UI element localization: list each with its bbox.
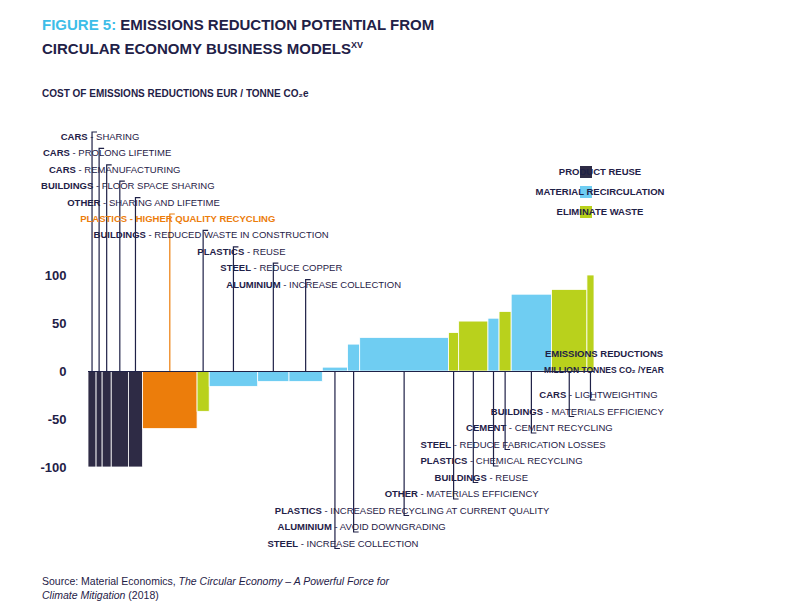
svg-text:BUILDINGS - FLOOR SPACE SHARIN: BUILDINGS - FLOOR SPACE SHARING [41, 180, 214, 191]
svg-text:CARS - PROLONG LIFETIME: CARS - PROLONG LIFETIME [43, 147, 171, 158]
svg-text:PLASTICS - INCREASED RECYCLING: PLASTICS - INCREASED RECYCLING AT CURREN… [275, 504, 550, 515]
svg-text:ALUMINIUM - AVOID DOWNGRADING: ALUMINIUM - AVOID DOWNGRADING [278, 521, 446, 532]
svg-text:MATERIAL RECIRCULATION: MATERIAL RECIRCULATION [536, 186, 665, 197]
svg-text:MILLION TONNES CO₂ /YEAR: MILLION TONNES CO₂ /YEAR [544, 365, 664, 375]
svg-text:STEEL - REDUCE FABRICATION LOS: STEEL - REDUCE FABRICATION LOSSES [421, 438, 606, 449]
svg-text:CEMENT - CEMENT RECYCLING: CEMENT - CEMENT RECYCLING [466, 422, 613, 433]
svg-text:CARS - SHARING: CARS - SHARING [61, 131, 140, 142]
svg-text:EMISSIONS REDUCTIONS: EMISSIONS REDUCTIONS [545, 348, 663, 359]
svg-text:BUILDINGS - REUSE: BUILDINGS - REUSE [435, 471, 528, 482]
svg-text:PLASTICS - HIGHER QUALITY RECY: PLASTICS - HIGHER QUALITY RECYCLING [80, 213, 275, 224]
html-text:FIGURE 5: EMISSIONS REDUCTION: FIGURE 5: EMISSIONS REDUCTION POTENTIAL … [42, 16, 435, 57]
svg-text:BUILDINGS - REDUCED WASTE IN C: BUILDINGS - REDUCED WASTE IN CONSTRUCTIO… [94, 229, 329, 240]
svg-text:PLASTICS - CHEMICAL RECYCLING: PLASTICS - CHEMICAL RECYCLING [420, 455, 582, 466]
svg-text:STEEL - REDUCE COPPER: STEEL - REDUCE COPPER [220, 262, 342, 273]
svg-text:CARS - REMANUFACTURING: CARS - REMANUFACTURING [49, 163, 180, 174]
svg-text:-100: -100 [40, 460, 66, 475]
svg-text:ALUMINIUM - INCREASE COLLECTIO: ALUMINIUM - INCREASE COLLECTION [226, 278, 401, 289]
svg-text:BUILDINGS - MATERIALS EFFICIEN: BUILDINGS - MATERIALS EFFICIENCY [491, 405, 665, 416]
html-text:COST OF EMISSIONS REDUCTIONS E: COST OF EMISSIONS REDUCTIONS EUR / TONNE… [42, 88, 309, 99]
svg-text:100: 100 [45, 268, 67, 283]
svg-text:OTHER - MATERIALS EFFICIENCY: OTHER - MATERIALS EFFICIENCY [385, 488, 540, 499]
svg-text:ELIMINATE WASTE: ELIMINATE WASTE [557, 206, 644, 217]
svg-text:STEEL - INCREASE COLLECTION: STEEL - INCREASE COLLECTION [267, 537, 418, 548]
svg-text:PLASTICS - REUSE: PLASTICS - REUSE [197, 245, 285, 256]
svg-text:CARS - LIGHTWEIGHTING: CARS - LIGHTWEIGHTING [539, 389, 657, 400]
svg-text:50: 50 [52, 316, 66, 331]
svg-text:OTHER - SHARING AND LIFETIME: OTHER - SHARING AND LIFETIME [67, 196, 220, 207]
svg-text:-50: -50 [48, 412, 67, 427]
svg-text:PRODUCT REUSE: PRODUCT REUSE [559, 166, 641, 177]
svg-text:0: 0 [59, 364, 66, 379]
html-text:Source: Material Economics, Th: Source: Material Economics, The Circular… [42, 575, 389, 601]
